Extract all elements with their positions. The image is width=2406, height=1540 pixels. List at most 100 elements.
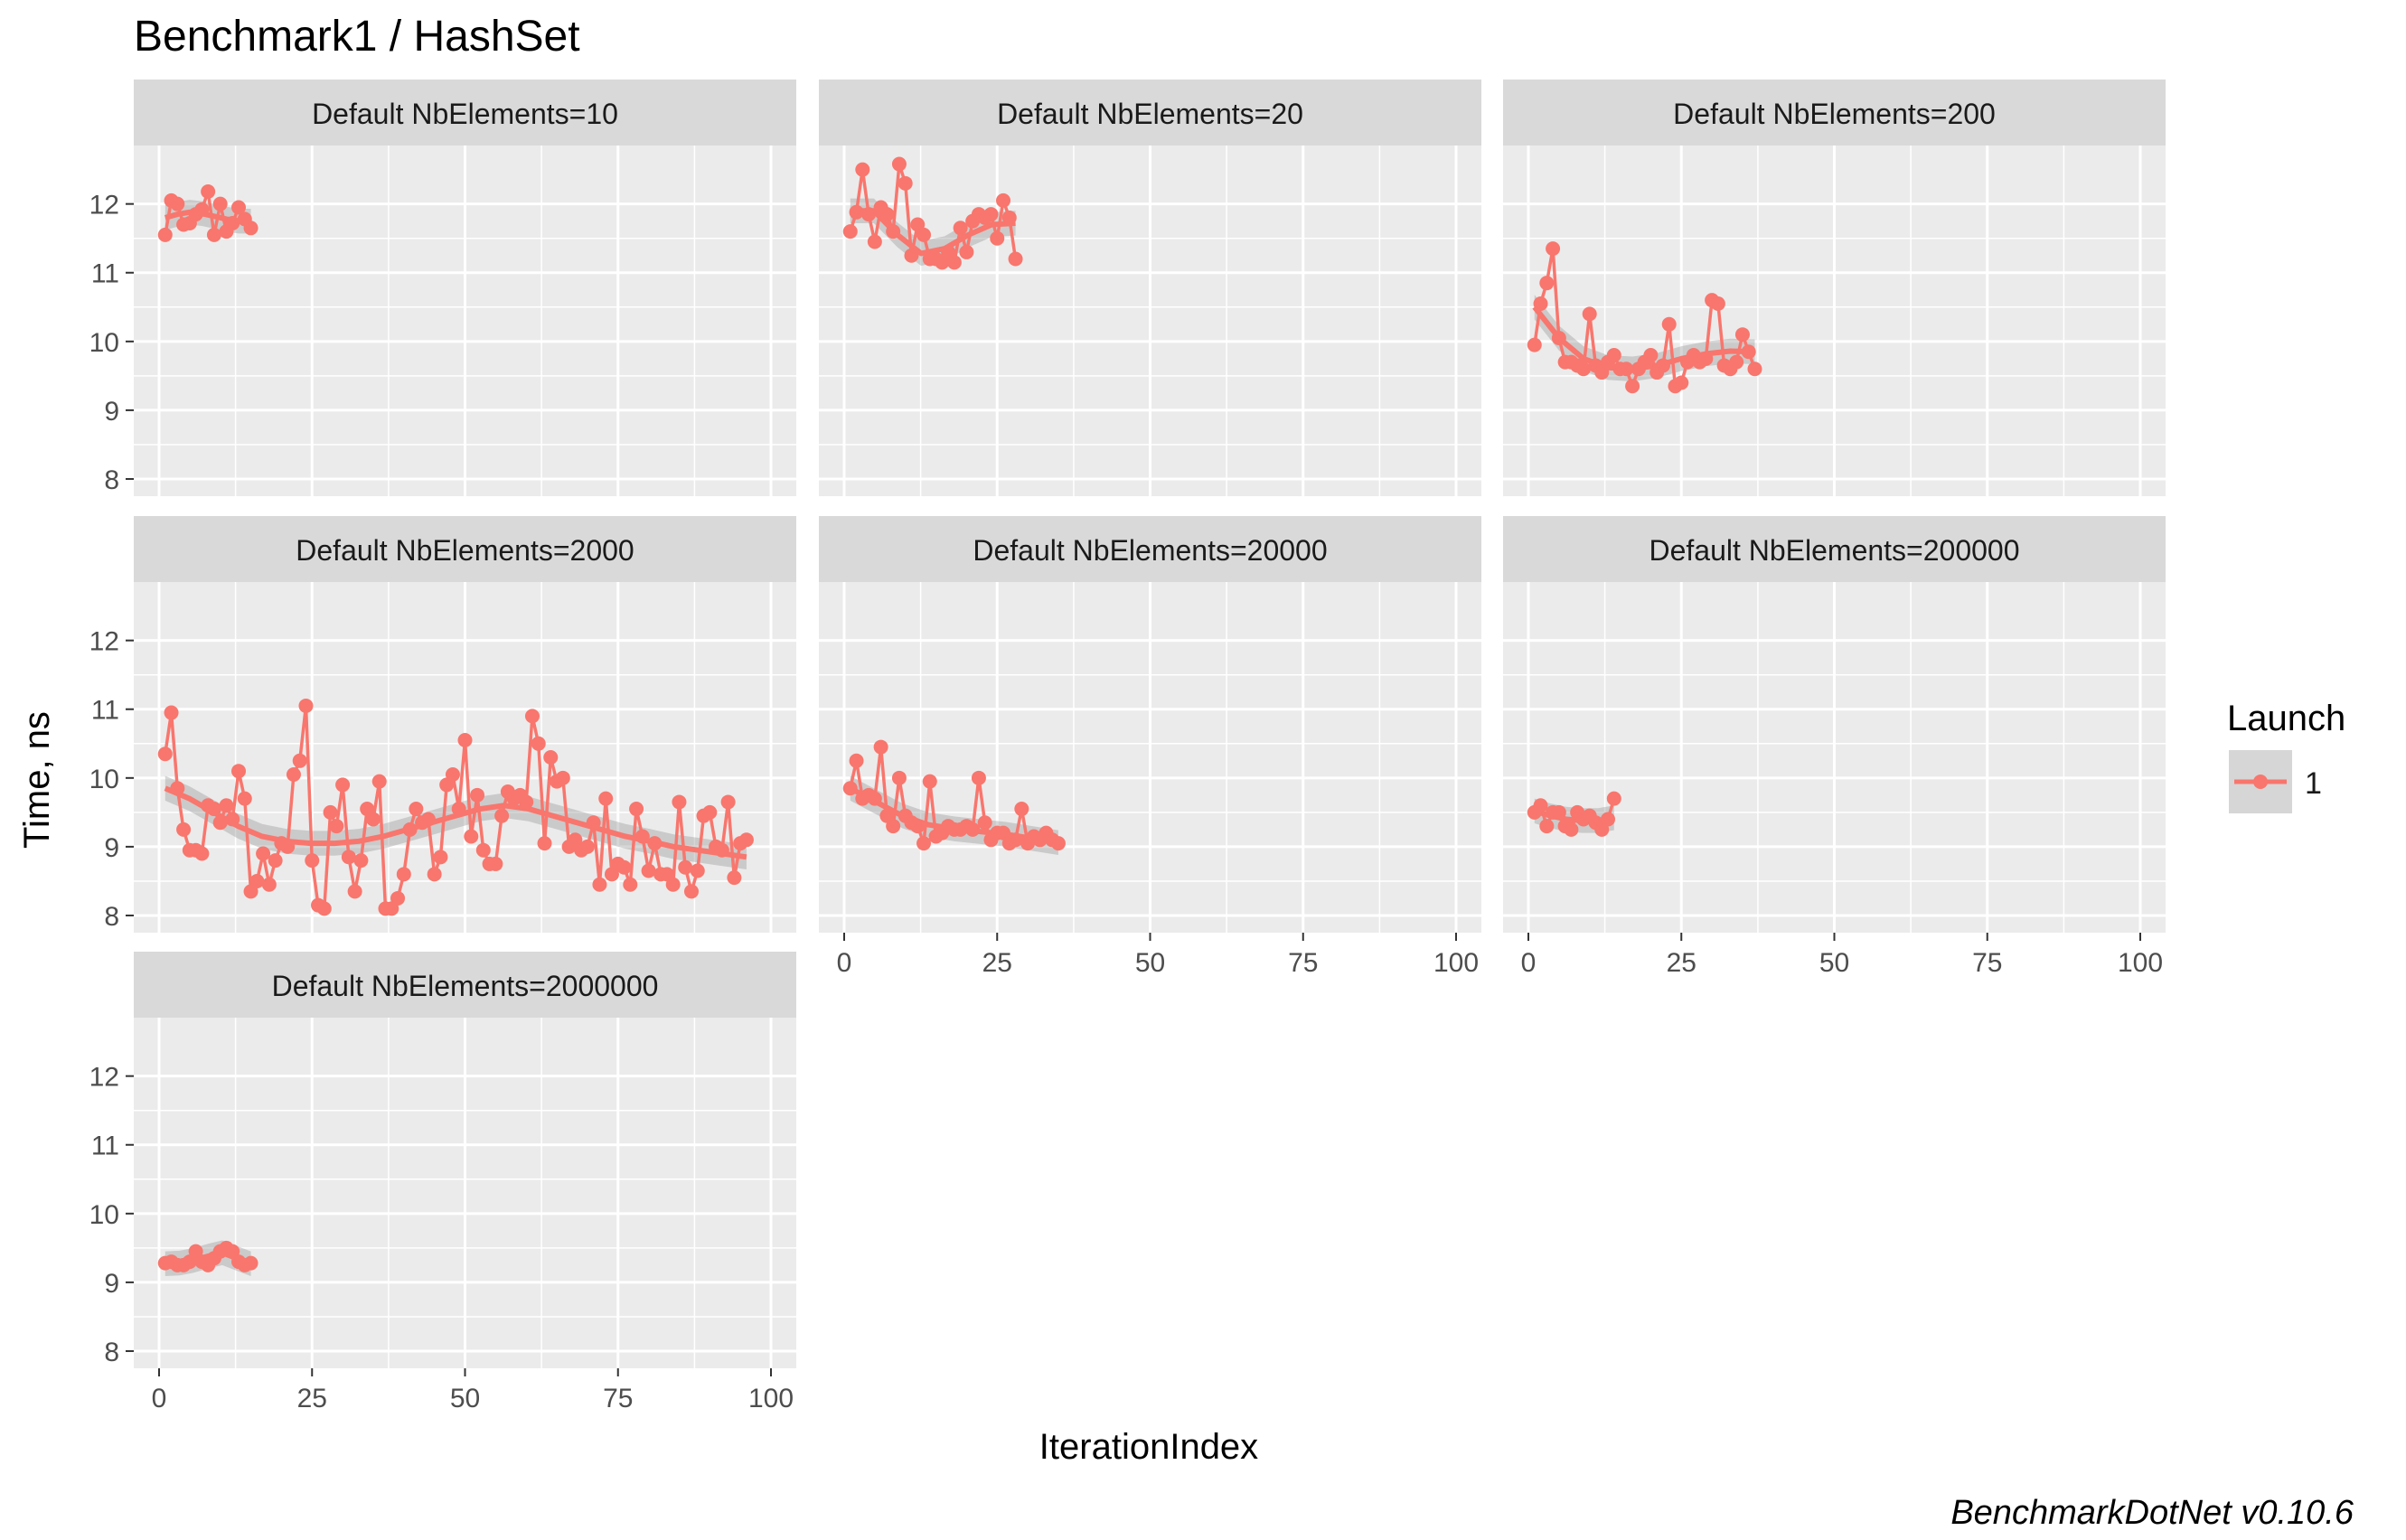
- data-point: [305, 853, 320, 869]
- facet-panel: Default NbElements=10 8 9 10 11 12: [89, 80, 796, 496]
- data-point: [1551, 804, 1566, 820]
- data-point: [586, 815, 601, 831]
- data-point: [451, 802, 466, 817]
- footer-credit: BenchmarkDotNet v0.10.6: [1950, 1494, 2354, 1532]
- data-point: [1008, 251, 1023, 267]
- data-point: [579, 839, 595, 854]
- data-point: [623, 877, 638, 892]
- data-point: [524, 709, 540, 724]
- data-point: [347, 884, 362, 899]
- data-point: [1533, 798, 1548, 813]
- data-point: [891, 770, 907, 785]
- y-tick-label: 12: [89, 191, 119, 221]
- facet-strip-label: Default NbElements=20000: [973, 534, 1327, 567]
- facet-panel: Default NbElements=20000 0 25 50 75 100: [819, 516, 1481, 978]
- facet-strip-label: Default NbElements=200: [1673, 98, 1996, 130]
- facet-strip-label: Default NbElements=2000: [296, 534, 634, 567]
- data-point: [1001, 210, 1017, 225]
- data-point: [225, 812, 240, 827]
- y-tick-label: 9: [104, 833, 119, 863]
- data-point: [629, 802, 644, 817]
- data-point: [1050, 836, 1066, 851]
- data-point: [390, 890, 406, 906]
- data-point: [855, 162, 870, 177]
- x-axis-label: IterationIndex: [1039, 1427, 1258, 1467]
- data-point: [335, 777, 351, 793]
- data-point: [420, 812, 436, 827]
- data-point: [946, 255, 962, 270]
- data-point: [720, 794, 736, 810]
- data-point: [1564, 822, 1579, 837]
- y-tick-label: 9: [104, 397, 119, 427]
- facet-strip: [1503, 80, 2166, 146]
- data-point: [353, 853, 369, 869]
- data-point: [641, 863, 656, 878]
- data-point: [1606, 348, 1621, 363]
- data-point: [683, 884, 699, 899]
- data-point: [904, 248, 919, 263]
- data-point: [519, 794, 534, 810]
- data-point: [849, 204, 864, 220]
- x-tick-label: 0: [837, 948, 852, 978]
- data-point: [537, 836, 552, 851]
- data-point: [616, 859, 632, 875]
- y-tick-label: 11: [91, 259, 119, 289]
- data-point: [329, 819, 344, 834]
- data-point: [592, 877, 607, 892]
- legend-entry-label: 1: [2305, 766, 2322, 801]
- chart-title: Benchmark1 / HashSet: [134, 13, 580, 61]
- data-point: [176, 822, 192, 837]
- facet-strip: [1503, 516, 2166, 582]
- data-point: [494, 808, 510, 823]
- data-point: [470, 787, 485, 803]
- data-point: [464, 829, 479, 844]
- data-point: [738, 832, 754, 848]
- data-point: [867, 234, 882, 249]
- data-point: [1741, 344, 1756, 360]
- data-point: [475, 842, 491, 858]
- x-tick-label: 100: [748, 1384, 794, 1413]
- data-point: [1533, 296, 1548, 311]
- data-point: [1582, 306, 1597, 322]
- data-point: [953, 221, 968, 236]
- data-point: [898, 175, 913, 191]
- data-point: [365, 812, 381, 827]
- data-point: [1734, 327, 1750, 343]
- data-point: [1546, 241, 1561, 257]
- data-point: [916, 227, 932, 242]
- smooth-line: [850, 208, 1016, 257]
- data-point: [1661, 316, 1677, 332]
- data-point: [268, 853, 283, 869]
- data-point: [1619, 362, 1634, 377]
- data-point: [702, 804, 718, 820]
- data-point: [672, 794, 687, 810]
- data-point: [1643, 348, 1659, 363]
- data-point: [867, 791, 882, 806]
- data-point: [1698, 351, 1714, 366]
- data-point: [849, 753, 864, 768]
- data-point: [286, 767, 301, 783]
- x-tick-label: 25: [1667, 948, 1696, 978]
- legend: Launch 1: [2227, 699, 2345, 813]
- data-point: [170, 196, 185, 211]
- x-tick-label: 0: [1521, 948, 1537, 978]
- y-tick-label: 10: [89, 765, 119, 794]
- data-point: [1539, 276, 1555, 291]
- data-point: [922, 774, 937, 789]
- y-tick-label: 12: [89, 627, 119, 657]
- data-point: [409, 802, 424, 817]
- data-point: [842, 781, 858, 796]
- data-point: [157, 227, 173, 242]
- data-point: [873, 739, 888, 755]
- x-tick-label: 0: [152, 1384, 167, 1413]
- facet-panel: Default NbElements=20: [819, 80, 1481, 496]
- data-point: [206, 802, 221, 817]
- x-tick-label: 100: [1433, 948, 1479, 978]
- data-point: [531, 736, 546, 751]
- y-axis-label: Time, ns: [17, 711, 57, 849]
- data-point: [323, 804, 338, 820]
- data-point: [231, 200, 247, 215]
- data-point: [1606, 791, 1621, 806]
